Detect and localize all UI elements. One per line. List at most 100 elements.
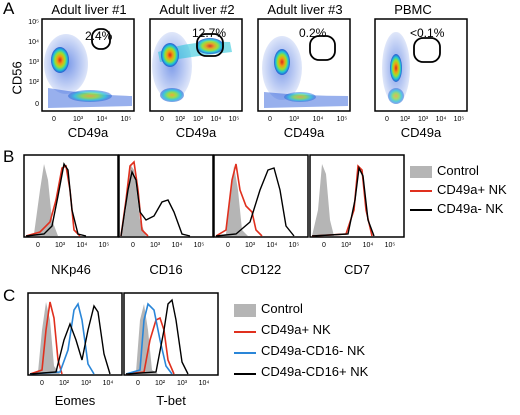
plot-c1-cd49a-pos [29,301,63,375]
plot-b3-cd49a-neg [215,167,295,237]
plot-b1-cd49a-neg [25,162,87,237]
legend-b-control: Control [410,163,518,182]
plot-a4-xtick: 10² [400,116,411,123]
panel-b-legend: Control CD49a+ NK CD49a- NK [410,163,518,220]
plot-a1-gate [91,28,111,50]
plot-b3-cd49a-pos [215,163,263,237]
plot-a1-xtick: 0 [52,116,56,123]
plot-c1-xtick: 10² [59,380,70,387]
plot-b3-xlabel: CD122 [240,262,282,277]
legend-b-control-label: Control [437,163,479,178]
plot-c1-xtick: 10⁴ [103,380,114,387]
plot-c1-xtick: 10³ [81,380,92,387]
plot-b3-xtick: 0 [226,242,230,249]
plot-c1-cd16-neg [29,302,95,375]
legend-c-cd16-pos-swatch [234,373,256,375]
plot-a3-xtick: 10³ [289,116,300,123]
panel-a-letter: A [3,0,15,18]
plot-b1-xlabel: NKp46 [51,262,91,277]
plot-b2-xlabel: CD16 [149,262,183,277]
plot-b3-xtick: 10⁵ [289,242,300,249]
plot-a4-title: PBMC [394,2,432,17]
plot-b4-xtick: 10⁴ [363,242,374,249]
plot-a3-gate [309,35,336,61]
plot-a1-ytick: 10⁴ [28,39,39,46]
plot-b3-xtick: 10⁴ [267,242,278,249]
panel-c-svg: 0 10² 10³ 10⁴ 0 10² 10³ 10⁴ [27,292,219,387]
plot-c1 [27,292,123,376]
plot-a1-gate-pct: 2.4% [85,29,113,43]
plot-a2-xtick: 10³ [193,116,204,123]
plot-a1-hotspot [51,47,69,73]
legend-b-cd49a-pos: CD49a+ NK [410,182,518,201]
plot-a3-xtick: 10⁴ [313,116,324,123]
plot-b3-control [216,166,248,236]
plot-a3 [257,18,351,112]
legend-b-cd49a-neg-swatch [410,209,432,211]
plot-b2 [118,154,214,238]
plot-a2-xlabel: CD49a [175,125,217,140]
plot-b2-xtick: 10⁵ [194,242,205,249]
plot-b4-xtick: 10⁵ [385,242,396,249]
plot-b1 [23,154,119,238]
plot-b1-xtick: 0 [36,242,40,249]
plot-a1-ytick: 0 [35,101,39,108]
plot-c2-xtick: 0 [136,380,140,387]
panel-c-letter: C [3,286,16,305]
legend-c-control-label: Control [261,301,303,316]
plot-b4-cd49a-neg [311,165,375,237]
plot-b2-xtick: 0 [131,242,135,249]
plot-a2-xtick: 0 [160,116,164,123]
plot-b1-xtick: 10⁵ [99,242,110,249]
plot-b2-control [121,164,146,236]
plot-a1-xtick: 10⁴ [97,116,108,123]
plot-a3-hotspot [274,49,290,75]
plot-b2-xtick: 10³ [150,242,161,249]
legend-b-cd49a-neg-label: CD49a- NK [437,201,504,216]
plot-b1-cd49a-pos [25,164,81,237]
plot-a2-gate [196,33,224,57]
legend-c-cd16-neg-swatch [234,352,256,354]
plot-c2-cd49a-pos [125,316,175,375]
plot-a2 [149,18,243,112]
plot-c2-xtick: 10² [155,380,166,387]
plot-a1-ytick: 10² [29,79,40,86]
legend-c-cd16-neg: CD49a-CD16- NK [234,343,434,364]
plot-b3 [213,154,309,238]
panel-a-svg: 10⁵ 10⁴ 10³ 10² 0 0 10³ 10⁴ 10⁵ 0 10² 10³ 10⁴ 10⁵ 0 10³… [28,18,468,123]
plot-a1-ytick: 10³ [29,59,40,66]
plot-c2-cd16-pos [125,298,189,375]
panel-b-letter: B [3,147,15,166]
plot-a2-title: Adult liver #2 [159,2,235,17]
plot-a1-ytick: 10⁵ [28,19,39,26]
plot-b4-control [312,164,334,236]
panel-c-legend: Control CD49a+ NK CD49a-CD16- NK CD49a-C… [234,301,434,385]
plot-a3-xtick: 10⁵ [337,116,348,123]
plot-b3-xtick: 10³ [245,242,256,249]
plot-a4-hotspot [390,54,402,82]
plot-b1-control [26,164,58,236]
plot-c1-xlabel: Eomes [54,393,96,408]
legend-c-cd16-pos: CD49a-CD16+ NK [234,364,434,385]
legend-c-control-swatch [234,304,256,317]
plot-a2-hotspot2 [196,38,224,54]
plot-b4-xtick: 0 [322,242,326,249]
plot-a4-xtick: 10³ [418,116,429,123]
plot-a2-hotspot [161,43,179,67]
plot-a2-gate-pct: 12.7% [192,26,227,40]
legend-b-cd49a-pos-label: CD49a+ NK [437,182,507,197]
legend-c-cd49a-pos-label: CD49a+ NK [261,322,331,337]
plot-a4-xtick: 10⁴ [436,116,447,123]
plot-c2-xlabel: T-bet [156,393,186,408]
legend-b-cd49a-pos-swatch [410,190,432,192]
plot-b1-xtick: 10³ [55,242,66,249]
plot-a1-xtick: 10³ [73,116,84,123]
plot-a3-xlabel: CD49a [283,125,325,140]
plot-a1 [41,18,135,112]
legend-b-cd49a-neg: CD49a- NK [410,201,518,220]
plot-b2-cd49a-neg [120,169,191,237]
plot-a1-xtick: 10⁵ [121,116,132,123]
plot-c1-xtick: 0 [40,380,44,387]
plot-a4-gate-pct: <0.1% [410,26,445,40]
plot-a4 [374,18,468,112]
